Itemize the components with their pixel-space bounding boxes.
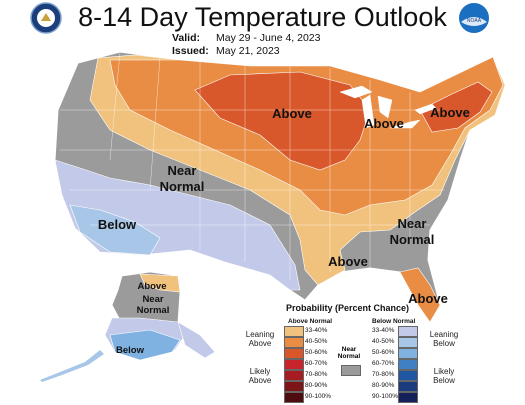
legend-leaning-above-1: Leaning [245, 330, 275, 339]
valid-value: May 29 - June 4, 2023 [216, 32, 321, 44]
legend-above-range-label: 80-90% [305, 382, 328, 389]
issued-label: Issued: [172, 45, 209, 57]
legend-above-swatch [284, 337, 304, 348]
legend-below-header: Below Normal [372, 318, 416, 325]
legend-likely-above-1: Likely [249, 367, 271, 376]
legend-near-header-2: Normal [337, 353, 361, 360]
legend-leaning-below-2: Below [433, 339, 455, 348]
aleutian-islands [40, 350, 104, 382]
label-alaska-below: Below [116, 345, 145, 356]
legend-below-range-label: 70-80% [372, 371, 395, 378]
valid-label: Valid: [172, 32, 201, 44]
legend-above-range-label: 90-100% [305, 393, 332, 400]
legend-above-range-label: 70-80% [305, 371, 328, 378]
legend-likely-below: Likely Below [424, 367, 464, 385]
legend-likely-above-2: Above [248, 376, 272, 385]
legend-below-range-label: 60-70% [372, 360, 395, 367]
legend-below-range-label: 40-50% [372, 338, 395, 345]
legend-above-range-label: 40-50% [305, 338, 328, 345]
label-below-southwest: Below [98, 217, 137, 232]
legend-below-swatch [398, 348, 418, 359]
legend-leaning-above: Leaning Above [240, 330, 280, 348]
legend-above-swatch [284, 370, 304, 381]
legend-near-header-1: Near [341, 346, 357, 353]
label-alaska-near-2: Normal [137, 305, 170, 316]
label-above-gulf: Above [328, 254, 368, 269]
below-normal-california-40-50 [69, 204, 161, 256]
label-near-southeast-2: Normal [390, 232, 435, 247]
legend-below-range-label: 80-90% [372, 382, 395, 389]
alaska-panhandle [177, 321, 216, 359]
doc-seal-logo [30, 2, 62, 34]
label-above-plains: Above [272, 106, 312, 121]
legend-below-range-label: 33-40% [372, 327, 395, 334]
legend-title: Probability (Percent Chance) [286, 303, 410, 313]
legend-below-range-label: 50-60% [372, 349, 395, 356]
legend-near-normal-swatch [341, 365, 361, 376]
legend-below-swatch [398, 370, 418, 381]
label-near-west-1: Near [168, 163, 197, 178]
legend-above-range-label: 50-60% [305, 349, 328, 356]
great-lakes [339, 85, 437, 129]
legend-below-range-label: 90-100% [372, 393, 399, 400]
label-above-northeast: Above [430, 105, 470, 120]
label-near-southeast-1: Near [398, 216, 427, 231]
label-alaska-above: Above [137, 281, 166, 292]
legend-leaning-below-1: Leaning [429, 330, 459, 339]
legend-likely-below-1: Likely [433, 367, 455, 376]
validity-info: Valid: May 29 - June 4, 2023 Issued: May 2… [172, 32, 320, 58]
legend-above-swatch [284, 381, 304, 392]
label-above-florida: Above [408, 291, 448, 306]
alaska-below-50-60 [109, 329, 181, 361]
above-normal-50-60-northeast [419, 81, 493, 133]
legend-likely-above: Likely Above [240, 367, 280, 385]
legend-below-swatch [398, 359, 418, 370]
legend-below-swatch [398, 392, 418, 403]
legend-below-swatch [398, 337, 418, 348]
legend-above-header: Above Normal [288, 318, 333, 325]
legend-leaning-above-2: Above [248, 339, 272, 348]
legend-leaning-below: Leaning Below [424, 330, 464, 348]
legend-below-swatch [398, 326, 418, 337]
noaa-logo-text: NOAA [467, 18, 482, 24]
noaa-logo: NOAA [459, 3, 489, 33]
legend-above-swatch [284, 392, 304, 403]
page-title: 8-14 Day Temperature Outlook [78, 2, 447, 32]
legend-likely-below-2: Below [433, 376, 455, 385]
state-boundaries [60, 51, 460, 280]
legend-above-swatch [284, 348, 304, 359]
legend-near-header: Near Normal [334, 346, 364, 360]
legend-above-swatch [284, 359, 304, 370]
label-alaska-near-1: Near [142, 294, 163, 305]
legend-below-swatch [398, 381, 418, 392]
alaska-above-33-40 [139, 273, 181, 293]
legend-above-range-label: 60-70% [305, 360, 328, 367]
legend-above-range-label: 33-40% [305, 327, 328, 334]
legend-above-swatch [284, 326, 304, 337]
above-normal-florida [399, 267, 441, 323]
label-above-lakes: Above [364, 116, 404, 131]
issued-value: May 21, 2023 [216, 45, 280, 57]
label-near-west-2: Normal [160, 179, 205, 194]
